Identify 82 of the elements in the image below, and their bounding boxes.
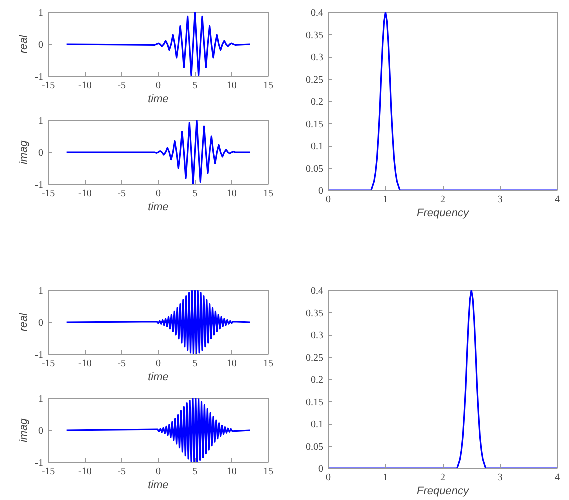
- x-tick-label: -5: [118, 188, 126, 200]
- x-axis-title: Frequency: [417, 208, 470, 220]
- y-tick-label: 1: [38, 8, 44, 19]
- x-tick-label: 3: [498, 194, 503, 206]
- x-tick-label: -10: [78, 80, 92, 92]
- y-tick-label: -1: [35, 350, 44, 361]
- x-tick-label: 0: [156, 80, 161, 92]
- x-tick-label: -10: [78, 358, 92, 370]
- x-tick-label: 5: [192, 188, 198, 200]
- x-tick-label: -15: [42, 188, 56, 200]
- line-series: [66, 12, 251, 76]
- y-tick-label: 0: [38, 318, 44, 329]
- x-tick-label: -15: [42, 358, 56, 370]
- x-tick-label: -5: [118, 358, 126, 370]
- x-tick-label: 1: [383, 194, 388, 206]
- y-tick-label: 1: [38, 116, 44, 127]
- x-tick-label: 10: [226, 188, 237, 200]
- y-tick-label: 0.05: [306, 164, 324, 175]
- x-tick-label: -10: [78, 466, 92, 478]
- x-tick-label: 15: [264, 358, 274, 370]
- x-tick-label: 10: [226, 80, 237, 92]
- y-tick-label: -1: [35, 72, 44, 83]
- x-tick-label: -15: [42, 80, 56, 92]
- y-tick-label: 0: [38, 426, 44, 437]
- y-axis-title: imag: [18, 140, 30, 164]
- x-tick-label: 0: [156, 358, 161, 370]
- line-series: [328, 290, 558, 468]
- x-tick-label: -5: [118, 466, 126, 478]
- x-tick-label: 0: [156, 466, 161, 478]
- line-series: [66, 398, 251, 462]
- x-axis-title: time: [148, 372, 169, 384]
- x-tick-label: 10: [226, 358, 237, 370]
- x-tick-label: 2: [440, 472, 446, 484]
- x-tick-label: -10: [78, 188, 92, 200]
- line-series: [328, 12, 558, 190]
- y-tick-label: 0.15: [306, 397, 324, 408]
- y-tick-label: 0: [38, 148, 44, 159]
- y-tick-label: -1: [35, 180, 44, 191]
- y-tick-label: 0.4: [311, 286, 324, 297]
- x-tick-label: 15: [264, 466, 274, 478]
- y-tick-label: 0.2: [311, 97, 324, 108]
- y-tick-label: 0.3: [311, 52, 324, 64]
- x-tick-label: 0: [156, 188, 161, 200]
- y-tick-label: 1: [38, 286, 44, 297]
- y-tick-label: 0: [38, 40, 44, 51]
- x-axis-title: time: [148, 94, 169, 106]
- y-tick-label: 0.05: [306, 442, 324, 453]
- x-tick-label: 15: [264, 188, 274, 200]
- x-tick-label: 15: [264, 80, 274, 92]
- y-tick-label: 0.2: [311, 375, 324, 386]
- y-tick-label: 0.1: [311, 420, 324, 430]
- y-tick-label: 0.1: [311, 142, 324, 152]
- x-axis-title: time: [148, 480, 169, 492]
- y-tick-label: 0.3: [311, 330, 324, 342]
- x-tick-label: 5: [192, 80, 198, 92]
- x-tick-label: 5: [192, 466, 198, 478]
- y-tick-label: 1: [38, 394, 44, 405]
- y-tick-label: 0.35: [306, 30, 324, 42]
- x-tick-label: 5: [192, 358, 198, 370]
- x-tick-label: -5: [118, 80, 126, 92]
- x-tick-label: 0: [326, 472, 331, 484]
- y-tick-label: 0.25: [306, 74, 324, 86]
- y-axis-title: imag: [18, 418, 30, 442]
- x-tick-label: -15: [42, 466, 56, 478]
- y-tick-label: 0.25: [306, 352, 324, 364]
- x-axis-title: Frequency: [417, 486, 470, 498]
- x-tick-label: 4: [555, 194, 560, 206]
- y-axis-title: real: [18, 34, 30, 54]
- x-tick-label: 3: [498, 472, 503, 484]
- y-tick-label: 0.35: [306, 308, 324, 320]
- x-tick-label: 0: [326, 194, 331, 206]
- x-tick-label: 4: [555, 472, 560, 484]
- x-tick-label: 2: [440, 194, 446, 206]
- x-tick-label: 10: [226, 466, 237, 478]
- y-tick-label: 0.4: [311, 8, 324, 19]
- x-tick-label: 1: [383, 472, 388, 484]
- line-series: [66, 290, 251, 354]
- y-tick-label: 0.15: [306, 119, 324, 130]
- line-series: [66, 120, 251, 184]
- y-axis-title: real: [18, 312, 30, 332]
- x-axis-title: time: [148, 202, 169, 214]
- y-tick-label: -1: [35, 458, 44, 469]
